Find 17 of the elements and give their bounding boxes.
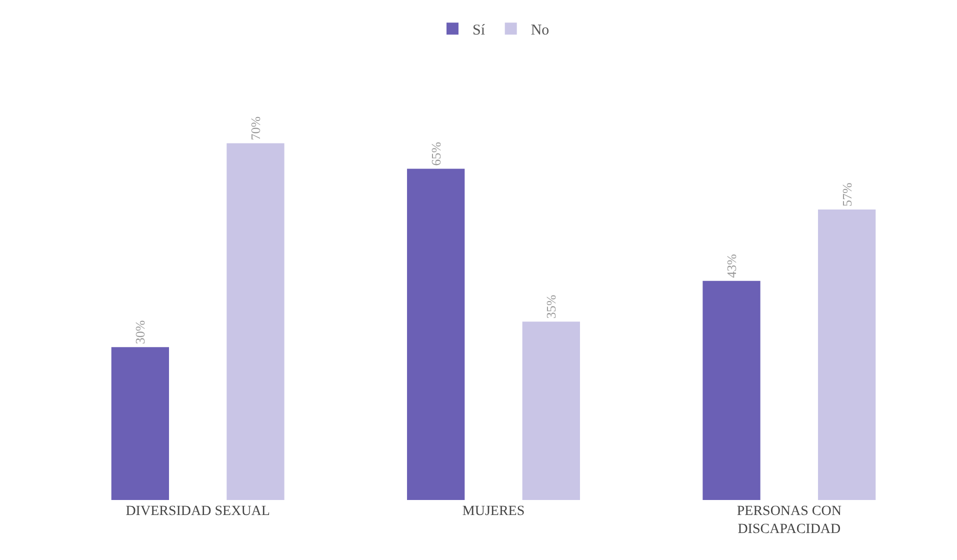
data-label: 70%	[248, 116, 263, 140]
x-tick-label: MUJERES	[462, 504, 525, 519]
data-label: 65%	[428, 142, 444, 166]
x-tick-label: PERSONAS CON DISCAPACIDAD	[736, 504, 842, 538]
bar	[818, 209, 876, 500]
legend-label: Sí	[472, 22, 486, 38]
data-label: 35%	[544, 294, 559, 319]
data-label: 43%	[724, 254, 740, 278]
x-tick-label: DIVERSIDAD SEXUAL	[126, 504, 270, 519]
legend-label: No	[530, 22, 550, 38]
bar	[226, 143, 284, 500]
data-label: 30%	[132, 320, 148, 344]
bar	[702, 280, 760, 500]
data-label: 57%	[839, 182, 854, 206]
bar	[522, 322, 580, 500]
bar	[407, 168, 465, 500]
bar	[111, 347, 170, 500]
